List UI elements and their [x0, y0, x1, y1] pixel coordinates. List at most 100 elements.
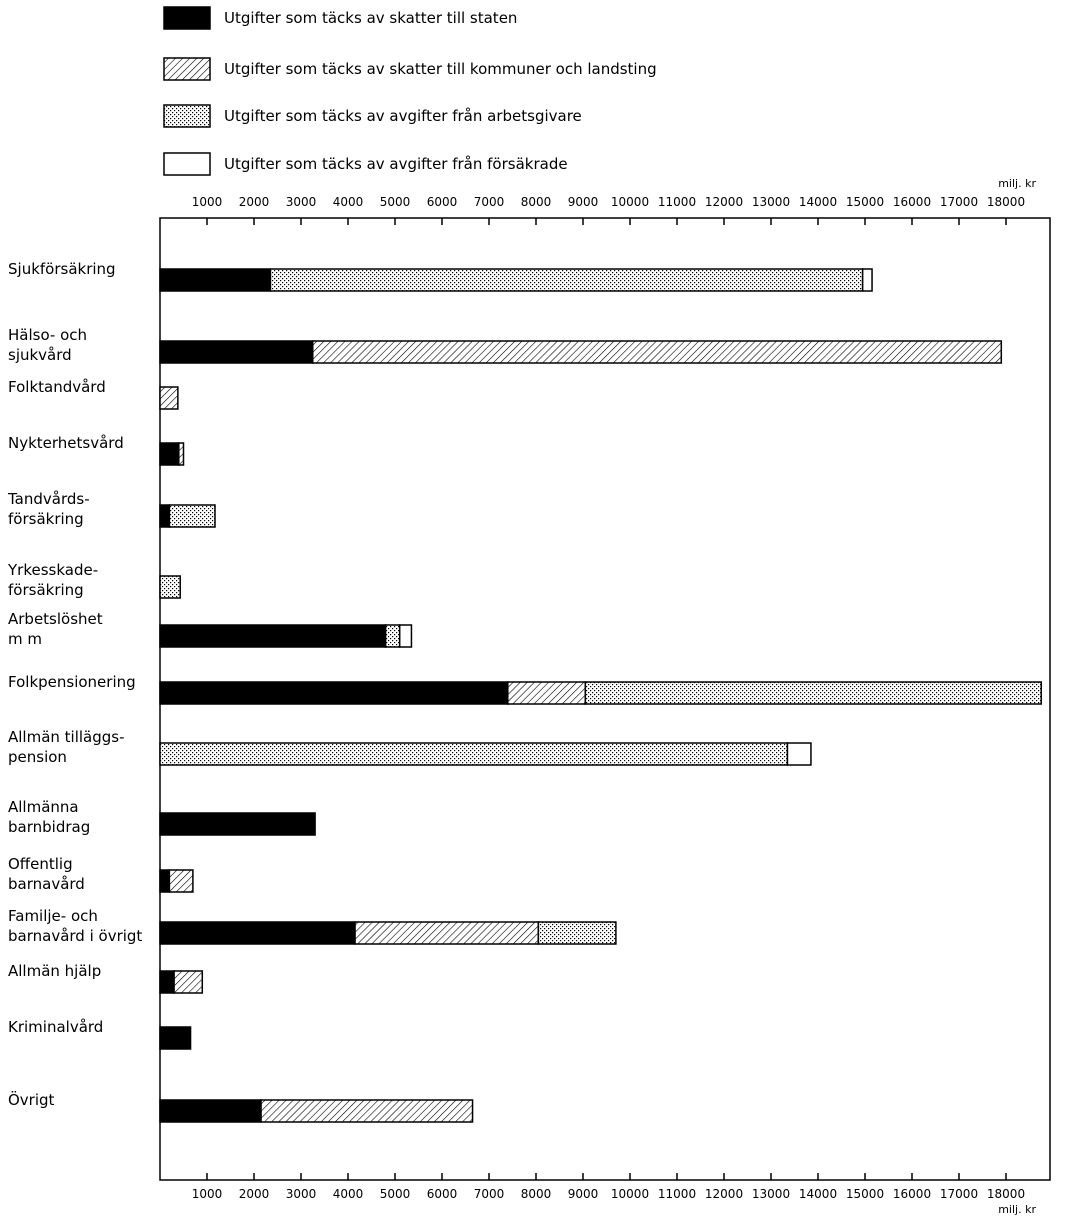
state-tax-segment — [159, 504, 171, 528]
employer-fee-segment — [159, 742, 789, 766]
category-label: sjukvård — [8, 346, 72, 364]
category-label: barnbidrag — [8, 818, 90, 836]
category-label: Allmänna — [8, 798, 79, 816]
bar-row — [159, 1026, 192, 1050]
category-label: pension — [8, 748, 67, 766]
municipal-tax-segment — [260, 1099, 474, 1123]
tick-label: 3000 — [286, 1187, 317, 1201]
bar-row — [159, 386, 179, 410]
employer-fee-segment — [168, 504, 216, 528]
state-tax-segment — [159, 624, 387, 648]
municipal-tax-segment — [168, 869, 194, 893]
insured-fee-segment — [786, 742, 812, 766]
insured-fee-segment — [861, 268, 873, 292]
tick-label: 12000 — [705, 195, 743, 209]
tick-label: 1000 — [192, 1187, 223, 1201]
bar-row — [159, 869, 194, 893]
state-tax-segment — [159, 442, 180, 466]
bars — [159, 268, 1042, 1123]
municipal-tax-segment — [178, 442, 185, 466]
state-tax-segment — [159, 970, 175, 994]
state-tax-segment — [159, 681, 509, 705]
category-label: m m — [8, 630, 42, 648]
legend-swatch-hatched — [163, 57, 211, 81]
legend-swatch-solid — [163, 6, 211, 30]
municipal-tax-segment — [312, 340, 1003, 364]
state-tax-segment — [159, 812, 316, 836]
category-label: Folktandvård — [8, 378, 106, 396]
bar-row — [159, 812, 316, 836]
tick-label: 6000 — [427, 195, 458, 209]
tick-label: 6000 — [427, 1187, 458, 1201]
bar-row — [159, 970, 204, 994]
employer-fee-segment — [584, 681, 1042, 705]
state-tax-segment — [159, 1099, 262, 1123]
tick-label: 7000 — [474, 195, 505, 209]
tick-label: 9000 — [568, 195, 599, 209]
tick-label: 18000 — [987, 195, 1025, 209]
category-label: Övrigt — [8, 1090, 55, 1109]
tick-label: 7000 — [474, 1187, 505, 1201]
tick-label: 2000 — [239, 1187, 270, 1201]
legend-swatch-plain — [163, 152, 211, 176]
state-tax-segment — [159, 1026, 192, 1050]
unit-label: milj. kr — [998, 177, 1036, 190]
bar-row — [159, 681, 1042, 705]
employer-fee-segment — [384, 624, 401, 648]
category-label: Yrkesskade- — [7, 561, 98, 579]
tick-label: 16000 — [893, 1187, 931, 1201]
tick-label: 8000 — [521, 195, 552, 209]
state-tax-segment — [159, 340, 314, 364]
legend-label: Utgifter som täcks av avgifter från förs… — [224, 155, 568, 173]
tick-label: 10000 — [611, 1187, 649, 1201]
category-label: Familje- och — [8, 907, 98, 925]
bar-row — [159, 1099, 474, 1123]
category-label: försäkring — [8, 510, 84, 528]
tick-label: 9000 — [568, 1187, 599, 1201]
state-tax-segment — [159, 268, 272, 292]
tick-label: 15000 — [846, 1187, 884, 1201]
legend-swatch-dotted — [163, 104, 211, 128]
employer-fee-segment — [269, 268, 864, 292]
category-label: Sjukförsäkring — [8, 260, 116, 278]
bar-row — [159, 504, 216, 528]
tick-label: 2000 — [239, 195, 270, 209]
tick-label: 14000 — [799, 1187, 837, 1201]
tick-label: 12000 — [705, 1187, 743, 1201]
tick-label: 5000 — [380, 195, 411, 209]
tick-label: 8000 — [521, 1187, 552, 1201]
category-label: Folkpensionering — [8, 673, 136, 691]
category-label: Arbetslöshet — [8, 610, 103, 628]
category-labels: Sjukförsäkring Hälso- och sjukvård Folktand… — [7, 260, 142, 1109]
category-label: Allmän tilläggs- — [8, 728, 125, 746]
category-label: Hälso- och — [8, 326, 87, 344]
state-tax-segment — [159, 921, 356, 945]
category-label: Kriminalvård — [8, 1018, 103, 1036]
category-label: barnavård i övrigt — [8, 927, 142, 945]
tick-label: 17000 — [940, 195, 978, 209]
top-axis: 1000 2000 3000 4000 5000 6000 7000 8000 9000 1000… — [192, 177, 1036, 225]
category-label: Allmän hjälp — [8, 962, 101, 980]
bar-row — [159, 268, 873, 292]
tick-label: 1000 — [192, 195, 223, 209]
tick-label: 3000 — [286, 195, 317, 209]
bar-row — [159, 742, 812, 766]
bar-row — [159, 340, 1003, 364]
bar-row — [159, 921, 617, 945]
municipal-tax-segment — [507, 681, 587, 705]
tick-label: 17000 — [940, 1187, 978, 1201]
tick-label: 13000 — [752, 195, 790, 209]
tick-label: 5000 — [380, 1187, 411, 1201]
legend-label: Utgifter som täcks av avgifter från arbe… — [224, 107, 582, 125]
bar-row — [159, 575, 181, 599]
municipal-tax-segment — [159, 386, 179, 410]
legend-label: Utgifter som täcks av skatter till kommu… — [224, 60, 657, 78]
category-label: Tandvårds- — [7, 490, 90, 508]
municipal-tax-segment — [354, 921, 540, 945]
category-label: Nykterhetsvård — [8, 434, 124, 452]
category-label: barnavård — [8, 875, 85, 893]
employer-fee-segment — [159, 575, 181, 599]
state-tax-segment — [159, 869, 171, 893]
tick-label: 14000 — [799, 195, 837, 209]
category-label: försäkring — [8, 581, 84, 599]
